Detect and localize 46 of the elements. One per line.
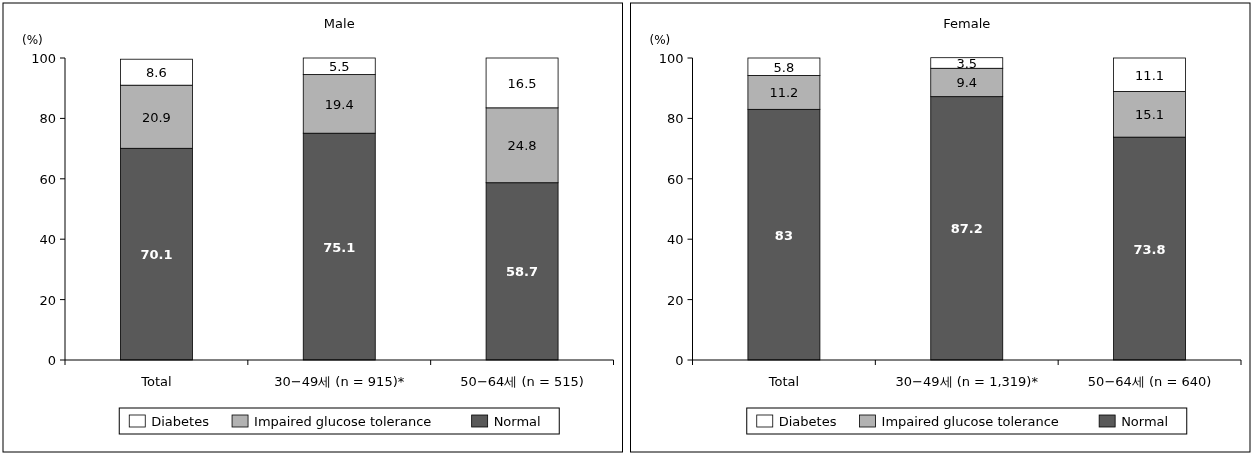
- data-label: 70.1: [140, 247, 173, 263]
- legend-label: Normal: [493, 414, 541, 429]
- data-label: 24.8: [507, 138, 537, 154]
- y-tick-label: 40: [666, 232, 684, 248]
- legend-label: Impaired glucose tolerance: [254, 414, 432, 429]
- data-label: 11.2: [769, 85, 799, 101]
- data-label: 19.4: [324, 96, 354, 112]
- data-label: 11.1: [1135, 67, 1165, 83]
- chart-title: Female: [943, 16, 991, 31]
- data-label: 75.1: [323, 239, 356, 255]
- legend-label: Diabetes: [151, 414, 210, 429]
- y-tick-label: 80: [39, 111, 56, 127]
- y-tick-label: 0: [47, 353, 56, 368]
- x-tick-label: Total: [140, 374, 172, 389]
- data-label: 15.1: [1135, 107, 1165, 123]
- x-tick-label: 50−64세 (n = 640): [1087, 374, 1212, 389]
- x-tick-label: 30−49세 (n = 1,319)*: [895, 374, 1039, 389]
- legend-label: Normal: [1121, 414, 1169, 429]
- y-axis-title: (%): [22, 33, 43, 47]
- y-tick-label: 20: [666, 292, 684, 308]
- y-axis-title: (%): [649, 33, 671, 47]
- y-tick-label: 100: [658, 51, 684, 66]
- x-tick-label: 30−49세 (n = 915)*: [274, 374, 405, 389]
- y-tick-label: 100: [31, 51, 56, 66]
- y-tick-label: 40: [39, 232, 56, 248]
- y-tick-label: 0: [675, 353, 684, 368]
- data-label: 5.8: [773, 59, 795, 75]
- data-label: 16.5: [507, 75, 537, 91]
- data-label: 3.5: [956, 55, 978, 71]
- legend-label: Diabetes: [778, 414, 837, 429]
- data-label: 87.2: [950, 221, 983, 237]
- data-label: 9.4: [956, 75, 978, 91]
- legend-label: Impaired glucose tolerance: [881, 414, 1059, 429]
- y-tick-label: 20: [39, 292, 56, 308]
- x-tick-label: 50−64세 (n = 515): [460, 374, 584, 389]
- chart-title: Male: [323, 16, 355, 31]
- data-label: 8.6: [146, 65, 167, 81]
- y-tick-label: 60: [39, 171, 56, 187]
- data-label: 58.7: [506, 264, 539, 280]
- data-label: 5.5: [328, 59, 350, 75]
- y-tick-label: 80: [666, 111, 684, 127]
- data-label: 83: [774, 227, 793, 243]
- data-label: 20.9: [141, 109, 171, 125]
- y-tick-label: 60: [666, 171, 684, 187]
- data-label: 73.8: [1133, 241, 1166, 257]
- x-tick-label: Total: [767, 374, 800, 389]
